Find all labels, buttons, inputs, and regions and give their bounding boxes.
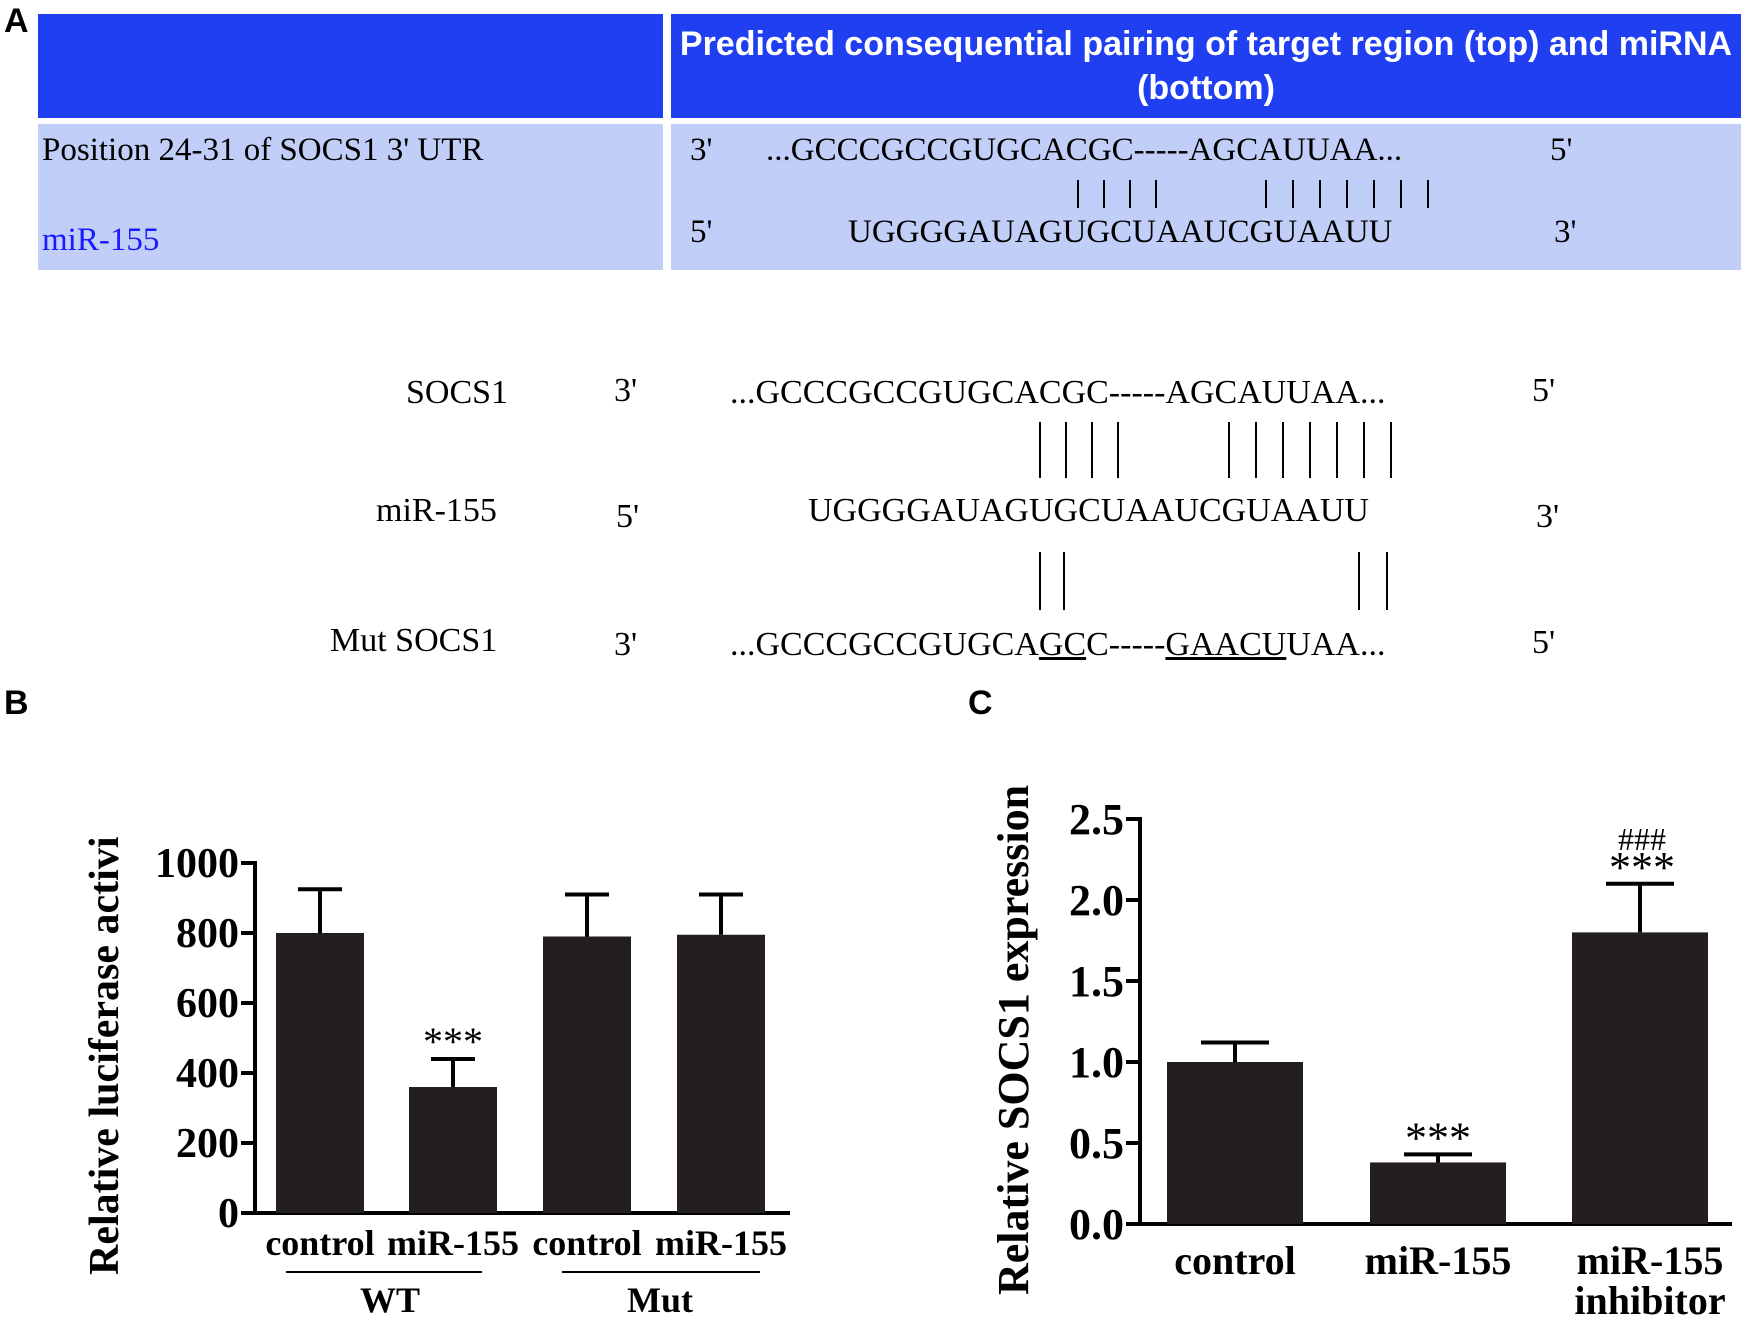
bar [1370,1162,1506,1224]
mut-socs1-label: Mut SOCS1 [330,622,498,659]
x-tick-label: miR-155 [1365,1238,1512,1283]
mir155-label: miR-155 [376,492,497,529]
table-header-left [38,14,663,118]
panel-label-c: C [968,684,993,722]
y-tick-label: 200 [176,1121,239,1167]
significance-label: *** [1609,843,1675,892]
y-tick-label: 2.0 [1069,876,1124,925]
significance-label: *** [423,1019,483,1064]
y-tick-label: 800 [176,911,239,957]
mut-site-2: GAACU [1165,626,1287,663]
row-label: Position 24-31 of SOCS1 3' UTR [42,132,484,168]
y-tick-label: 0.0 [1069,1200,1124,1249]
socs1-expression-chart: 0.00.51.01.52.02.5control***miR-155***##… [989,785,1732,1323]
y-tick-label: 400 [176,1051,239,1097]
mir155-left-end: 5' [616,498,640,535]
x-tick-label: control [532,1223,641,1263]
bottom-left-end: 5' [690,214,713,250]
mir155-right-end: 3' [1536,498,1560,535]
y-tick-label: 600 [176,981,239,1027]
x-tick-label: miR-155 [655,1223,787,1263]
x-tick-label: control [265,1223,374,1263]
significance-label-vs-mir155: ### [1618,821,1666,857]
bar [409,1087,497,1213]
y-tick-label: 1.0 [1069,1038,1124,1087]
panel-label-b: B [4,684,29,722]
x-tick-label: miR-155 [1577,1238,1724,1283]
x-tick-label: control [1174,1238,1295,1283]
top-right-end: 5' [1550,132,1573,168]
x-tick-label: inhibitor [1574,1278,1725,1323]
y-tick-label: 0.5 [1069,1119,1124,1168]
bottom-right-end: 3' [1554,214,1577,250]
significance-label: *** [1405,1113,1471,1162]
table-row-left [38,124,663,270]
mir155-sequence: UGGGGAUAGUGCUAAUCGUAAUU [808,492,1369,529]
bar [543,936,631,1213]
top-sequence: ...GCCCGCCGUGCACGC-----AGCAUUAA... [766,132,1403,168]
luciferase-chart: 0 200 400 600 800 1000 control *** miR-155 contro… [82,836,790,1320]
socs1-label: SOCS1 [406,374,509,411]
socs1-sequence: ...GCCCGCCGUGCACGC-----AGCAUUAA... [730,374,1386,411]
mut-left-end: 3' [614,626,638,663]
mut-site-1: GC [1038,626,1087,663]
mut-right-end: 5' [1532,624,1556,661]
table-header: Predicted consequential pairing of targe… [671,14,1741,118]
table-row-right [671,124,1741,270]
mirna-label: miR-155 [42,222,160,258]
bar [677,934,765,1213]
y-tick-label: 0 [218,1191,239,1237]
top-left-end: 3' [690,132,713,168]
y-axis-label: Relative luciferase activi [82,836,128,1275]
y-axis-label: Relative SOCS1 expression [989,785,1038,1295]
y-tick-label: 1.5 [1069,957,1124,1006]
bar [276,933,364,1213]
socs1-left-end: 3' [614,372,638,409]
y-tick-label: 2.5 [1069,795,1124,844]
panel-label-a: A [4,2,29,40]
x-tick-label: miR-155 [387,1223,519,1263]
group-label-mut: Mut [627,1280,693,1320]
mut-sequence: ...GCCCGCCGUGCAGCC-----GAACUUAA... [730,626,1386,663]
y-tick-label: 1000 [155,841,239,887]
socs1-right-end: 5' [1532,372,1556,409]
group-label-wt: WT [360,1280,420,1320]
bar [1167,1062,1303,1224]
bottom-sequence: UGGGGAUAGUGCUAAUCGUAAUU [848,214,1393,250]
bar [1572,932,1708,1224]
